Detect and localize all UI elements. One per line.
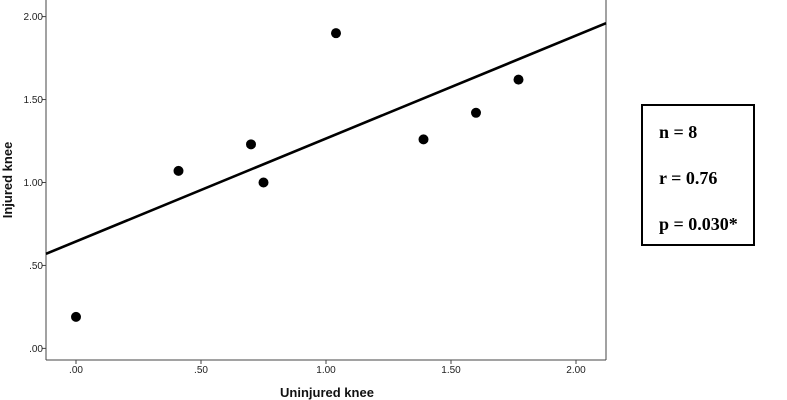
data-points (71, 28, 524, 322)
y-tick-label: 1.00 (24, 178, 44, 189)
x-tick-label: 1.50 (441, 365, 461, 376)
y-tick-label: .00 (29, 344, 43, 355)
data-point (173, 165, 184, 176)
y-axis-label: Injured knee (0, 142, 15, 219)
data-point (331, 28, 341, 39)
data-point (258, 177, 269, 188)
data-point (71, 311, 81, 322)
fit-line-group (45, 22, 607, 256)
x-tick-labels: .00 .50 1.00 1.50 2.00 (69, 360, 586, 376)
y-tick-label: 1.50 (24, 95, 44, 106)
stat-n: n = 8 (659, 122, 698, 142)
stat-p: p = 0.030* (659, 214, 738, 234)
x-tick-label: 1.00 (316, 365, 336, 376)
y-tick-labels: .00 .50 1.00 1.50 2.00 (24, 12, 46, 355)
y-tick-label: 2.00 (24, 12, 44, 23)
x-tick-label: .50 (194, 365, 208, 376)
y-tick-label: .50 (29, 261, 43, 272)
data-point (418, 134, 429, 145)
data-point (471, 107, 481, 118)
stat-r: r = 0.76 (659, 168, 718, 188)
stats-box: n = 8 r = 0.76 p = 0.030* (641, 104, 755, 246)
data-point (513, 74, 524, 85)
plot-axes (45, 0, 607, 361)
x-axis-label: Uninjured knee (280, 385, 374, 400)
x-tick-label: .00 (69, 365, 83, 376)
fit-line (45, 22, 607, 256)
data-point (246, 139, 256, 150)
x-tick-label: 2.00 (566, 365, 586, 376)
